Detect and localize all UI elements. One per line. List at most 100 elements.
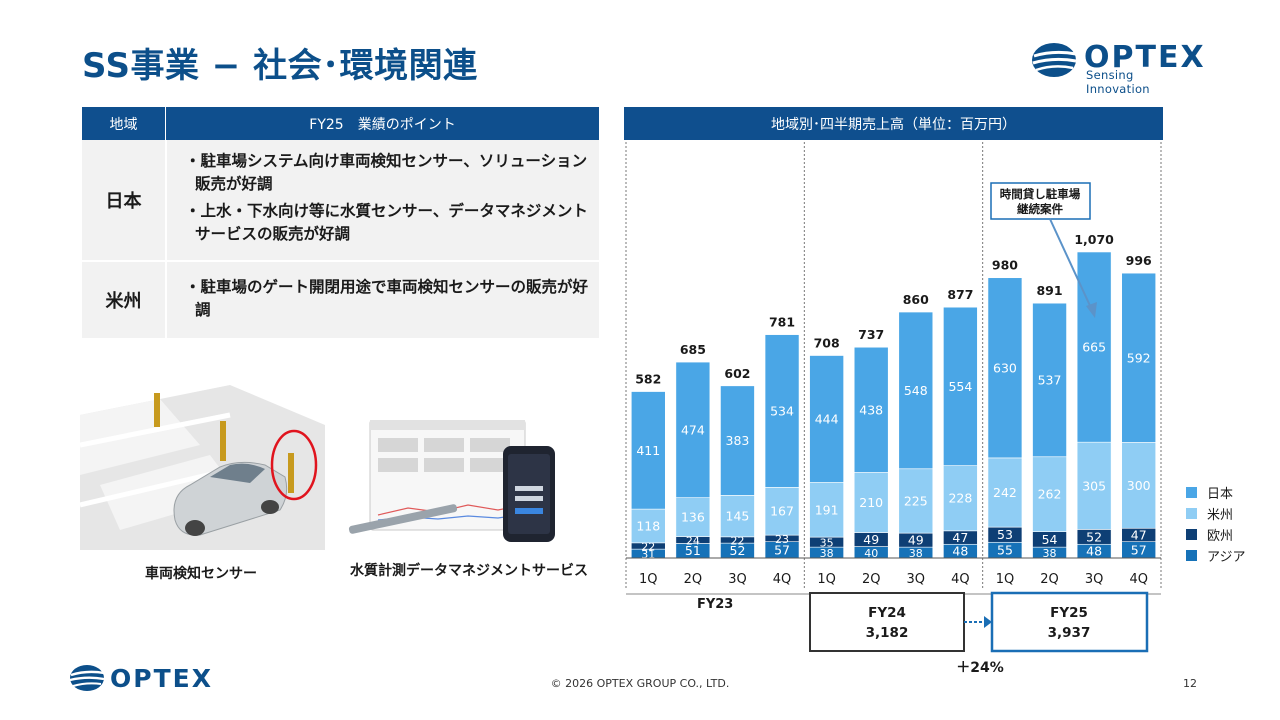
legend-item: 日本 — [1186, 482, 1245, 503]
bar-segment — [987, 277, 1023, 459]
data-label: 53 — [997, 527, 1013, 542]
category-label: 4Q — [773, 572, 792, 587]
total-label: 1,070 — [1074, 232, 1114, 247]
data-label: 38 — [820, 547, 834, 560]
optex-logo: OPTEX Sensing Innovation — [1030, 38, 1204, 96]
category-label: 3Q — [1085, 572, 1104, 587]
data-label: 242 — [993, 485, 1017, 500]
bar-segment — [1121, 442, 1157, 529]
data-label: 210 — [859, 495, 883, 510]
data-label: 48 — [1086, 544, 1102, 559]
total-label: 708 — [814, 336, 840, 351]
total-label: 685 — [680, 342, 706, 357]
car-icon — [173, 461, 288, 536]
legend-label: 日本 — [1207, 487, 1234, 502]
category-label: 2Q — [862, 572, 881, 587]
total-label: 602 — [724, 366, 750, 381]
data-label: 23 — [775, 533, 789, 546]
category-label: 1Q — [817, 572, 836, 587]
data-label: 57 — [1131, 542, 1147, 557]
legend-item: 欧州 — [1186, 524, 1245, 545]
bar-segment — [675, 361, 711, 498]
bar-segment — [630, 391, 666, 510]
category-label: 4Q — [1129, 572, 1148, 587]
data-label: 300 — [1127, 478, 1151, 493]
legend-swatch — [1186, 508, 1197, 519]
data-label: 38 — [1043, 547, 1057, 560]
caption-water-quality: 水質計測データマネジメントサービス — [350, 563, 588, 579]
data-label: 630 — [993, 360, 1017, 375]
region-cell: 日本 — [82, 140, 167, 260]
category-label: 1Q — [639, 572, 658, 587]
data-label: 444 — [815, 412, 839, 427]
annotation-box — [990, 182, 1091, 220]
legend-swatch — [1186, 550, 1197, 561]
bar-segment — [853, 472, 889, 533]
bar-segment — [764, 334, 800, 488]
bar-segment — [898, 311, 934, 470]
total-label: 582 — [635, 372, 661, 387]
vehicle-sensor-illustration — [80, 385, 325, 550]
data-label: 665 — [1082, 340, 1106, 355]
bar-segment — [1076, 251, 1112, 443]
total-label: 737 — [858, 327, 884, 342]
bar-segment — [1076, 441, 1112, 530]
bar-segment — [1032, 302, 1067, 458]
copyright: © 2026 OPTEX GROUP CO., LTD. — [550, 677, 730, 690]
bar-segment — [675, 497, 711, 537]
total-label: 891 — [1036, 283, 1062, 298]
annotation-text: 継続案件 — [1017, 202, 1063, 216]
bar-segment — [898, 468, 934, 534]
data-label: 52 — [1086, 529, 1102, 544]
point-text: 上水・下水向け等に水質センサー、データマネジメントサービスの販売が好調 — [179, 200, 589, 246]
annotation-arrow-line — [1049, 218, 1093, 311]
data-label: 145 — [726, 509, 750, 524]
data-label: 592 — [1127, 350, 1151, 365]
total-label: 980 — [992, 258, 1018, 273]
bar-segment — [1121, 272, 1157, 443]
data-label: 537 — [1038, 372, 1062, 387]
data-label: 225 — [904, 493, 928, 508]
highlight-circle — [270, 429, 318, 501]
data-label: 22 — [641, 540, 655, 553]
data-label: 167 — [770, 504, 794, 519]
caption-vehicle-sensor: 車両検知センサー — [145, 566, 257, 582]
growth-label: ＋24% — [956, 660, 1004, 676]
data-label: 383 — [726, 433, 750, 448]
optex-globe-icon — [1032, 43, 1077, 77]
growth-arrow-head — [984, 616, 992, 628]
data-label: 191 — [815, 502, 839, 517]
table-row-japan: 日本 駐車場システム向け車両検知センサー、ソリューション販売が好調 上水・下水向… — [82, 140, 599, 262]
data-label: 55 — [997, 543, 1013, 558]
fy25-box — [990, 591, 1149, 653]
fy25-total: 3,937 — [1048, 625, 1091, 641]
fy24-label: FY24 — [868, 605, 906, 621]
data-label: 554 — [948, 379, 972, 394]
data-label: 136 — [681, 510, 705, 525]
data-label: 534 — [770, 403, 794, 418]
data-label: 49 — [863, 532, 879, 547]
logo-tagline: Sensing Innovation — [1086, 68, 1150, 96]
data-label: 57 — [774, 542, 790, 557]
fiscal-year-label: FY23 — [697, 597, 733, 612]
point-text: 駐車場システム向け車両検知センサー、ソリューション販売が好調 — [179, 150, 589, 196]
category-label: 3Q — [907, 572, 926, 587]
data-label: 47 — [1131, 527, 1147, 542]
legend-label: アジア — [1207, 550, 1246, 565]
legend-label: 欧州 — [1207, 529, 1234, 544]
total-label: 996 — [1126, 253, 1152, 268]
legend-swatch — [1186, 487, 1197, 498]
logo-wordmark: OPTEX — [1084, 40, 1206, 75]
bar-segment — [943, 306, 978, 466]
chart-legend: 日本 米州 欧州 アジア — [1186, 482, 1245, 566]
bar-segment — [943, 465, 978, 532]
data-label: 305 — [1082, 478, 1106, 493]
data-label: 438 — [859, 402, 883, 417]
page-number: 12 — [1183, 677, 1197, 690]
chart-header: 地域別･四半期売上高（単位：百万円） — [624, 107, 1163, 140]
bar-segment — [809, 355, 844, 483]
category-label: 3Q — [728, 572, 747, 587]
water-quality-illustration — [348, 420, 555, 542]
data-label: 262 — [1038, 487, 1062, 502]
